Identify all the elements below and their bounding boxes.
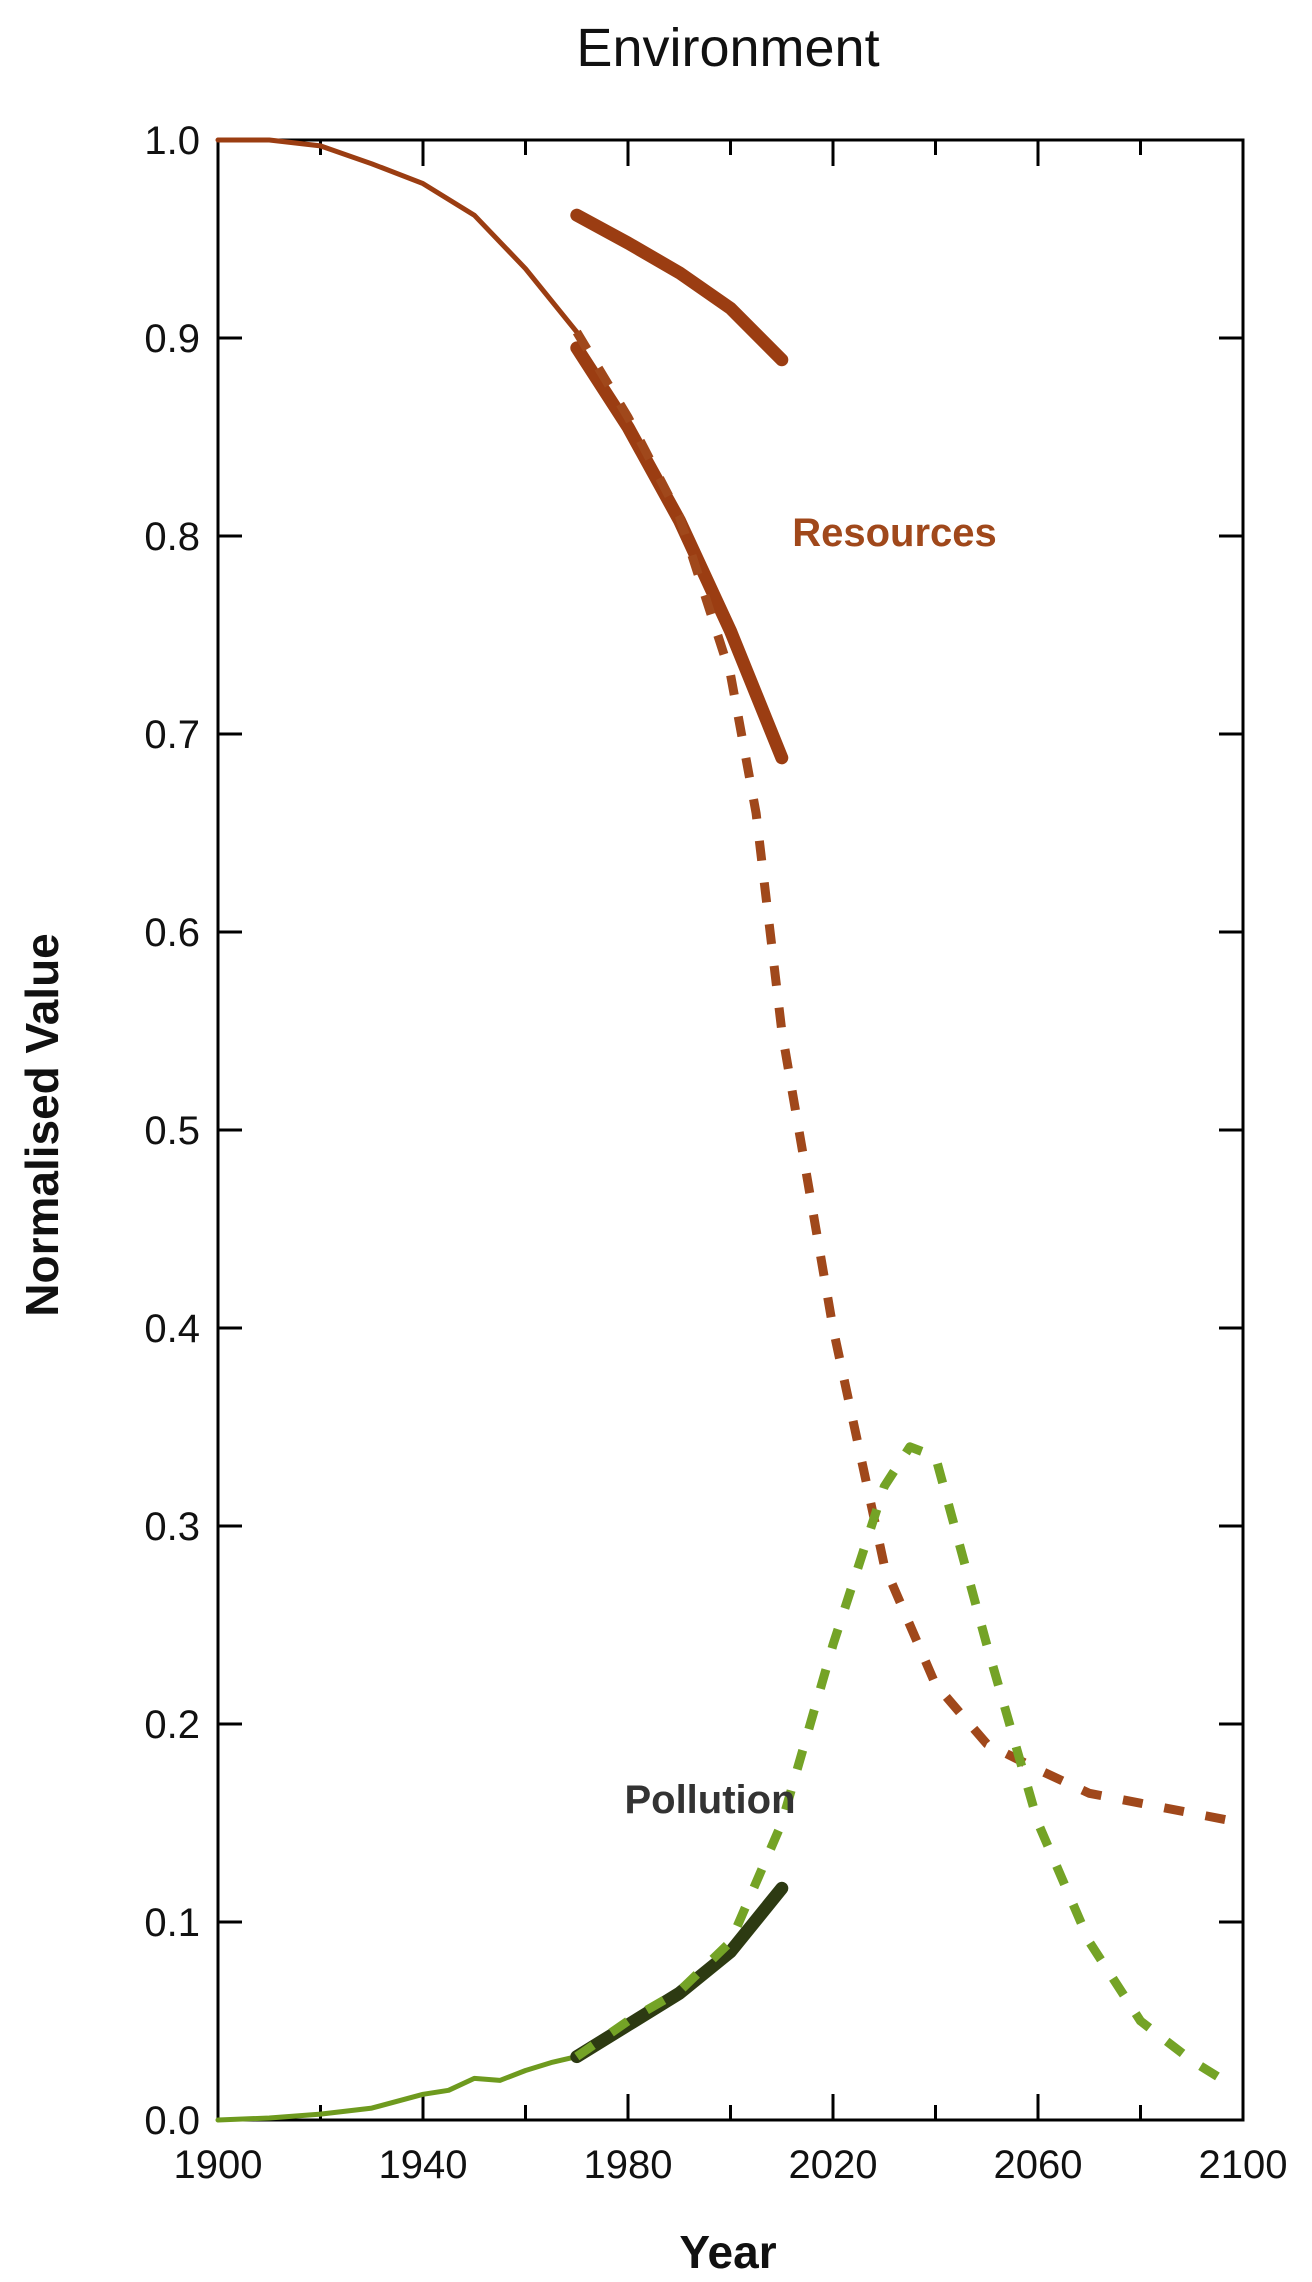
series-line-pollution-model-history — [215, 2054, 580, 2123]
series-line-pollution-projection — [574, 1442, 1220, 2081]
series-line-pollution-data — [570, 1881, 789, 2064]
x-tick-label-2100: 2100 — [1199, 2143, 1288, 2187]
plot-frame — [216, 138, 1245, 2122]
y-axis-label: Normalised Value — [16, 933, 68, 1317]
y-tick-label-0.8: 0.8 — [144, 515, 200, 559]
x-tick-label-1900: 1900 — [174, 2143, 263, 2187]
y-tick-label-1.0: 1.0 — [144, 119, 200, 163]
y-tick-label-0.3: 0.3 — [144, 1505, 200, 1549]
y-tick-label-0.4: 0.4 — [144, 1307, 200, 1351]
y-tick-label-0.5: 0.5 — [144, 1109, 200, 1153]
y-tick-label-0.2: 0.2 — [144, 1703, 200, 1747]
series-line-resources-projection — [572, 329, 1244, 1828]
x-tick-label-1940: 1940 — [379, 2143, 468, 2187]
x-tick-label-2060: 2060 — [994, 2143, 1083, 2187]
y-tick-label-0.0: 0.0 — [144, 2099, 200, 2143]
y-tick-label-0.9: 0.9 — [144, 317, 200, 361]
chart-title: Environment — [576, 18, 879, 78]
series-annotation-pollution: Pollution — [624, 1778, 795, 1822]
series-line-resources-data-upper — [570, 208, 789, 367]
x-axis-label: Year — [679, 2226, 776, 2278]
series-line-resources-model-history — [215, 137, 580, 335]
series-line-resources-data-lower — [570, 341, 789, 765]
y-tick-label-0.1: 0.1 — [144, 1901, 200, 1945]
series-annotation-resources: Resources — [792, 511, 997, 555]
y-tick-label-0.7: 0.7 — [144, 713, 200, 757]
y-tick-label-0.6: 0.6 — [144, 911, 200, 955]
x-tick-label-1980: 1980 — [584, 2143, 673, 2187]
x-tick-label-2020: 2020 — [789, 2143, 878, 2187]
